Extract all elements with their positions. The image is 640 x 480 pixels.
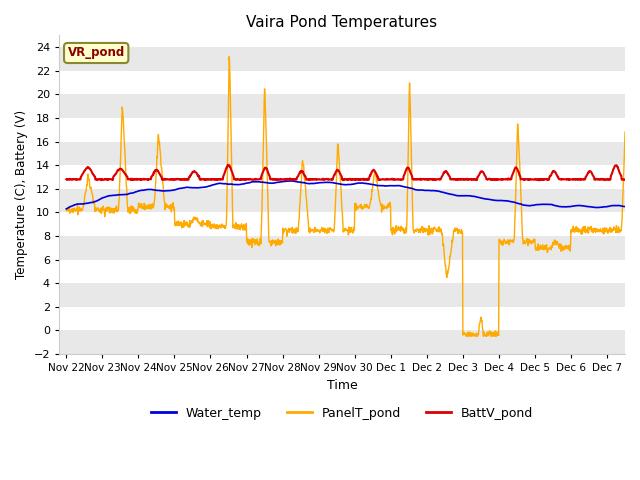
Water_temp	[288, 178, 296, 184]
Bar	[59, 95, 625, 118]
Water_temp	[621, 204, 629, 209]
Line: PanelT_pond: PanelT_pond	[67, 57, 625, 336]
BattV_pond	[381, 177, 388, 182]
PanelT_pond	[312, 227, 319, 232]
BattV_pond	[300, 171, 308, 177]
Water_temp	[381, 183, 388, 189]
Bar	[59, 331, 625, 354]
Water_temp	[312, 180, 319, 186]
BattV_pond	[321, 177, 329, 182]
Bar	[59, 47, 625, 71]
BattV_pond	[536, 178, 543, 183]
PanelT_pond	[300, 162, 308, 168]
PanelT_pond	[621, 129, 629, 135]
Water_temp	[129, 190, 136, 196]
PanelT_pond	[381, 204, 388, 210]
PanelT_pond	[106, 210, 113, 216]
PanelT_pond	[63, 208, 70, 214]
Bar	[59, 283, 625, 307]
BattV_pond	[63, 176, 70, 182]
Line: BattV_pond: BattV_pond	[67, 165, 625, 180]
BattV_pond	[621, 177, 629, 182]
Line: Water_temp: Water_temp	[67, 181, 625, 209]
Bar	[59, 142, 625, 165]
Legend: Water_temp, PanelT_pond, BattV_pond: Water_temp, PanelT_pond, BattV_pond	[146, 402, 538, 425]
Bar	[59, 189, 625, 213]
Water_temp	[106, 193, 113, 199]
BattV_pond	[225, 162, 232, 168]
Water_temp	[321, 180, 329, 185]
Text: VR_pond: VR_pond	[68, 47, 125, 60]
PanelT_pond	[129, 206, 136, 212]
BattV_pond	[106, 177, 113, 182]
Bar	[59, 236, 625, 260]
Water_temp	[63, 206, 70, 212]
BattV_pond	[129, 177, 136, 182]
X-axis label: Time: Time	[326, 379, 357, 392]
PanelT_pond	[321, 229, 329, 235]
Water_temp	[300, 180, 308, 186]
PanelT_pond	[462, 334, 470, 339]
Title: Vaira Pond Temperatures: Vaira Pond Temperatures	[246, 15, 438, 30]
Y-axis label: Temperature (C), Battery (V): Temperature (C), Battery (V)	[15, 110, 28, 279]
PanelT_pond	[225, 54, 233, 60]
BattV_pond	[312, 177, 319, 182]
